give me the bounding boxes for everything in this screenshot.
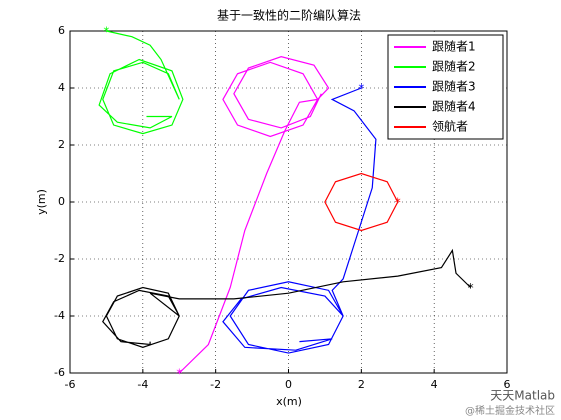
y-tick-label: 4 xyxy=(58,81,65,94)
legend-label: 跟随者4 xyxy=(432,99,476,114)
legend-label: 领航者 xyxy=(432,119,468,134)
trajectory xyxy=(324,172,399,232)
x-tick-label: 0 xyxy=(285,378,292,391)
x-tick-label: -6 xyxy=(65,378,76,391)
y-tick-label: 2 xyxy=(58,138,65,151)
y-tick-label: 6 xyxy=(58,24,65,37)
y-tick-label: 0 xyxy=(58,195,65,208)
watermark: @稀土掘金技术社区 xyxy=(465,404,555,417)
legend-label: 跟随者2 xyxy=(432,59,476,74)
x-tick-label: -2 xyxy=(210,378,221,391)
y-axis-label: y(m) xyxy=(35,189,48,215)
x-tick-label: 2 xyxy=(358,378,365,391)
start-marker: * xyxy=(103,25,109,39)
x-tick-label: 4 xyxy=(431,378,438,391)
x-axis-label: x(m) xyxy=(276,395,302,408)
y-tick-label: -6 xyxy=(54,366,65,379)
trajectory xyxy=(98,30,184,135)
start-marker: * xyxy=(468,281,474,295)
chart-title: 基于一致性的二阶编队算法 xyxy=(217,8,361,23)
y-tick-label: -4 xyxy=(54,309,65,322)
legend-label: 跟随者1 xyxy=(432,39,476,54)
watermark: 天天Matlab xyxy=(490,389,555,403)
trajectory xyxy=(102,248,472,348)
start-marker: * xyxy=(176,367,182,381)
x-tick-label: 6 xyxy=(504,378,511,391)
y-tick-label: -2 xyxy=(54,252,65,265)
legend-label: 跟随者3 xyxy=(432,79,476,94)
trajectory xyxy=(178,56,330,374)
trajectory xyxy=(222,87,377,354)
x-tick-label: -4 xyxy=(137,378,148,391)
start-marker: * xyxy=(358,82,364,96)
start-marker: * xyxy=(395,196,401,210)
